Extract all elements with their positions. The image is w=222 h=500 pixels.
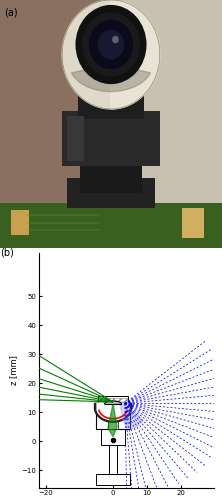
X-axis label: x [mm]: x [mm] <box>111 499 142 500</box>
Bar <box>182 208 204 238</box>
Text: (a): (a) <box>4 8 18 18</box>
Polygon shape <box>105 401 121 404</box>
FancyBboxPatch shape <box>96 404 130 429</box>
Bar <box>122 0 222 248</box>
Text: (b): (b) <box>0 248 14 258</box>
Y-axis label: z [mm]: z [mm] <box>9 355 18 385</box>
Bar <box>80 156 142 193</box>
Circle shape <box>89 20 133 70</box>
Polygon shape <box>97 404 129 420</box>
Bar <box>78 74 144 119</box>
FancyBboxPatch shape <box>101 430 125 446</box>
FancyBboxPatch shape <box>109 446 117 474</box>
Bar <box>11 210 29 235</box>
Bar <box>67 116 84 161</box>
Polygon shape <box>95 404 132 422</box>
Bar <box>0 0 122 248</box>
FancyBboxPatch shape <box>96 474 130 484</box>
FancyBboxPatch shape <box>98 396 128 404</box>
Circle shape <box>98 30 124 60</box>
Polygon shape <box>111 0 160 109</box>
Circle shape <box>82 12 140 76</box>
Bar <box>67 178 155 208</box>
Polygon shape <box>108 404 117 436</box>
Polygon shape <box>62 0 160 109</box>
Bar <box>62 112 160 166</box>
Polygon shape <box>120 402 143 429</box>
Circle shape <box>112 36 119 44</box>
Circle shape <box>75 5 147 84</box>
FancyBboxPatch shape <box>108 415 118 430</box>
Polygon shape <box>71 64 151 92</box>
Bar <box>0 203 222 248</box>
